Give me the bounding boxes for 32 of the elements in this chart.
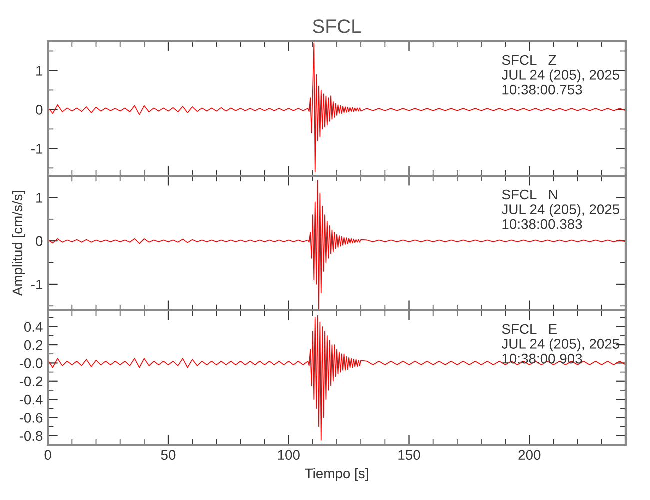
x-tick-label: 200: [518, 450, 541, 460]
x-tick-label: 150: [398, 450, 420, 460]
y-tick-label: 0: [36, 105, 43, 115]
annotation: JUL 24 (205), 2025: [502, 70, 620, 83]
line-series: [48, 316, 626, 441]
y-tick-label: -1: [32, 280, 43, 290]
annotation: SFCL N: [502, 190, 558, 200]
y-tick-label: 1: [36, 193, 43, 203]
y-tick-label: 0.4: [24, 322, 43, 332]
y-tick-label: -0.4: [20, 394, 43, 405]
y-axis-title: Amplitud [cm/s/s]: [12, 191, 26, 296]
annotation: 10:38:00.383: [502, 219, 582, 230]
annotation: 10:38:00.903: [502, 354, 582, 364]
annotation: SFCL E: [502, 324, 557, 334]
y-tick-label: -0.8: [20, 431, 43, 442]
y-tick-label: -0.6: [20, 413, 43, 423]
annotation: SFCL Z: [502, 55, 556, 66]
annotation: JUL 24 (205), 2025: [502, 338, 620, 352]
x-tick-label: 50: [161, 450, 176, 460]
chart-title: SFCL: [313, 20, 362, 34]
annotation: 10:38:00.753: [502, 84, 582, 95]
annotation: JUL 24 (205), 2025: [502, 204, 620, 218]
x-tick-label: 100: [278, 450, 300, 460]
y-tick-label: 1: [36, 66, 43, 76]
y-tick-label: -1: [32, 144, 43, 154]
y-tick-label: 0: [36, 236, 43, 246]
x-axis-title: Tiempo [s]: [305, 468, 368, 482]
line-series: [48, 43, 626, 173]
y-tick-label: 0.2: [24, 340, 43, 350]
y-tick-label: -0.0: [20, 358, 43, 368]
y-tick-label: -0.2: [20, 376, 43, 387]
x-tick-label: 0: [44, 450, 52, 460]
